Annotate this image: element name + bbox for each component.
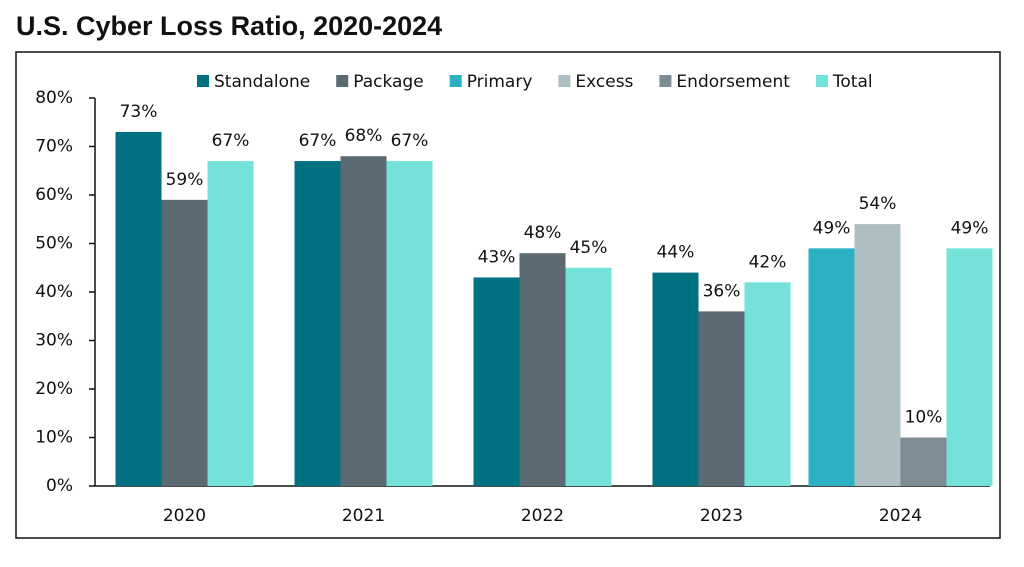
x-tick-label: 2022 <box>521 506 564 526</box>
y-tick-label: 30% <box>35 331 73 351</box>
bar <box>340 156 387 486</box>
x-tick-label: 2023 <box>700 506 743 526</box>
y-tick-label: 80% <box>35 88 73 108</box>
legend-label: Standalone <box>214 72 310 92</box>
bar <box>519 253 566 486</box>
data-label: 49% <box>813 218 851 238</box>
data-label: 48% <box>524 223 562 243</box>
bar <box>294 161 341 487</box>
bar <box>207 161 254 487</box>
bar <box>854 224 901 486</box>
y-tick-label: 20% <box>35 379 73 399</box>
bar <box>900 437 947 486</box>
legend-swatch <box>197 75 209 87</box>
legend-label: Excess <box>575 72 633 92</box>
y-tick-label: 40% <box>35 282 73 302</box>
data-label: 67% <box>299 131 337 151</box>
bar <box>652 272 699 486</box>
bar <box>698 311 745 486</box>
x-tick-label: 2021 <box>342 506 385 526</box>
legend-label: Total <box>832 72 873 92</box>
data-label: 10% <box>905 408 943 428</box>
bar <box>161 199 208 486</box>
data-label: 49% <box>951 218 989 238</box>
bar <box>744 282 791 486</box>
bar <box>565 267 612 486</box>
data-label: 59% <box>166 170 204 190</box>
y-tick-label: 10% <box>35 428 73 448</box>
legend-swatch <box>336 75 349 87</box>
data-label: 44% <box>657 243 695 263</box>
bar <box>808 248 855 486</box>
data-label: 73% <box>120 102 158 122</box>
y-tick-label: 60% <box>35 185 73 205</box>
bar <box>386 161 433 487</box>
legend-swatch <box>449 75 462 87</box>
data-label: 68% <box>345 126 383 146</box>
data-label: 45% <box>570 238 608 258</box>
legend-label: Endorsement <box>676 72 790 92</box>
legend-swatch <box>659 75 672 87</box>
legend-label: Package <box>353 72 423 92</box>
legend-label: Primary <box>467 72 533 92</box>
data-label: 67% <box>391 131 429 151</box>
data-label: 67% <box>212 131 250 151</box>
data-label: 36% <box>703 281 741 301</box>
bar <box>946 248 993 486</box>
legend-swatch <box>558 75 571 87</box>
x-tick-label: 2024 <box>879 506 922 526</box>
y-tick-label: 50% <box>35 234 73 254</box>
data-label: 54% <box>859 194 897 214</box>
y-tick-label: 0% <box>46 476 73 496</box>
data-label: 42% <box>749 252 787 272</box>
data-label: 43% <box>478 247 516 267</box>
y-tick-label: 70% <box>35 137 73 157</box>
bar <box>115 131 162 486</box>
x-tick-label: 2020 <box>163 506 206 526</box>
chart-title: U.S. Cyber Loss Ratio, 2020-2024 <box>16 11 442 41</box>
legend-swatch <box>815 75 828 87</box>
bar <box>473 277 520 486</box>
